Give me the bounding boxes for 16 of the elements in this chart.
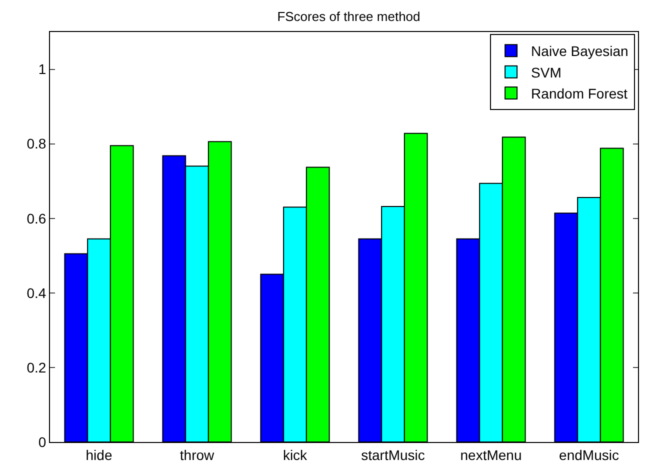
- y-tick-label: 0.8: [26, 136, 46, 152]
- y-tick-label: 0.4: [26, 284, 46, 301]
- x-tick-label: startMusic: [361, 446, 425, 463]
- y-tick-label: 1: [38, 61, 46, 78]
- y-tick-label: 0: [38, 434, 46, 450]
- legend-label: Naive Bayesian: [531, 43, 628, 60]
- x-tick-label: kick: [282, 446, 308, 463]
- legend-label: Random Forest: [531, 86, 628, 102]
- x-tick-label: endMusic: [559, 446, 619, 463]
- legend-label: SVM: [531, 64, 562, 80]
- y-tick-label: 0.6: [26, 210, 46, 226]
- chart-title: FScores of three method: [277, 8, 420, 24]
- y-tick-label: 0.2: [26, 359, 46, 376]
- x-tick-label: hide: [86, 446, 112, 463]
- x-tick-label: nextMenu: [460, 446, 522, 463]
- x-tick-label: throw: [180, 446, 216, 463]
